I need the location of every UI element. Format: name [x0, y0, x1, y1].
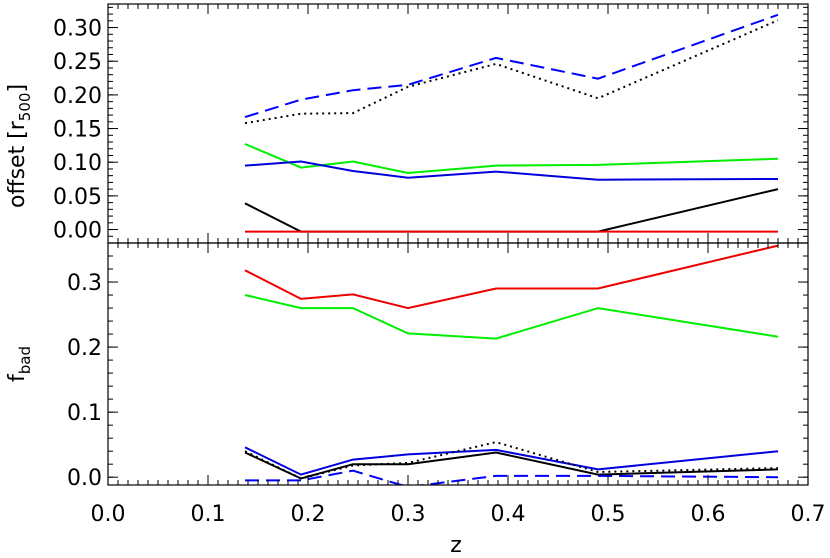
top-series-3-solid — [244, 160, 779, 181]
top-y-axis-title: offset [r500] — [5, 84, 34, 208]
bottom-series-group — [244, 244, 779, 485]
bottom-plot-frame — [107, 242, 809, 486]
top-y-tick-label: 0.25 — [53, 50, 102, 75]
x-tick-label: 0.5 — [591, 502, 626, 527]
x-tick-label: 0.1 — [191, 502, 226, 527]
top-series-0-dashed — [244, 13, 779, 119]
bottom-series-5-dashed — [245, 469, 779, 485]
top-y-tick-label: 0.10 — [53, 151, 102, 176]
top-y-tick-label: 0.00 — [53, 219, 102, 244]
x-axis-title: z — [450, 533, 462, 558]
bottom-series-2-solid — [244, 446, 779, 476]
top-y-tick-label: 0.15 — [53, 118, 102, 143]
x-tick-label: 0.3 — [391, 502, 426, 527]
bottom-y-tick-label: 0.1 — [67, 401, 102, 426]
top-series-2-solid — [244, 143, 779, 175]
top-series-group — [244, 13, 779, 233]
bottom-series-3-dotted — [244, 441, 779, 480]
bottom-y-tick-label: 0.3 — [67, 271, 102, 296]
bottom-panel: 0.0 0.1 0.2 0.3 0.0 0.1 0.2 0.3 0.4 0.5 0.6 0.7 — [67, 242, 826, 527]
bottom-series-1-solid — [244, 294, 779, 340]
x-tick-label: 0.7 — [791, 502, 826, 527]
bottom-y-tick-label: 0.2 — [67, 336, 102, 361]
top-series-1-dotted — [244, 19, 779, 125]
x-tick-label: 0.4 — [491, 502, 526, 527]
top-y-tick-label: 0.05 — [53, 185, 102, 210]
bottom-y-tick-label: 0.0 — [67, 466, 102, 491]
x-tick-label: 0.2 — [291, 502, 326, 527]
top-series-4-solid — [244, 188, 779, 233]
top-panel: 0.00 0.05 0.10 0.15 0.20 0.25 0.30 — [53, 3, 809, 244]
x-tick-label: 0.6 — [691, 502, 726, 527]
bottom-series-4-solid — [244, 451, 779, 480]
bottom-y-axis-title: fbad — [5, 346, 34, 382]
bottom-series-0-solid — [244, 244, 779, 310]
top-y-tick-label: 0.20 — [53, 84, 102, 109]
top-y-tick-label: 0.30 — [53, 17, 102, 42]
x-tick-label: 0.0 — [91, 502, 126, 527]
